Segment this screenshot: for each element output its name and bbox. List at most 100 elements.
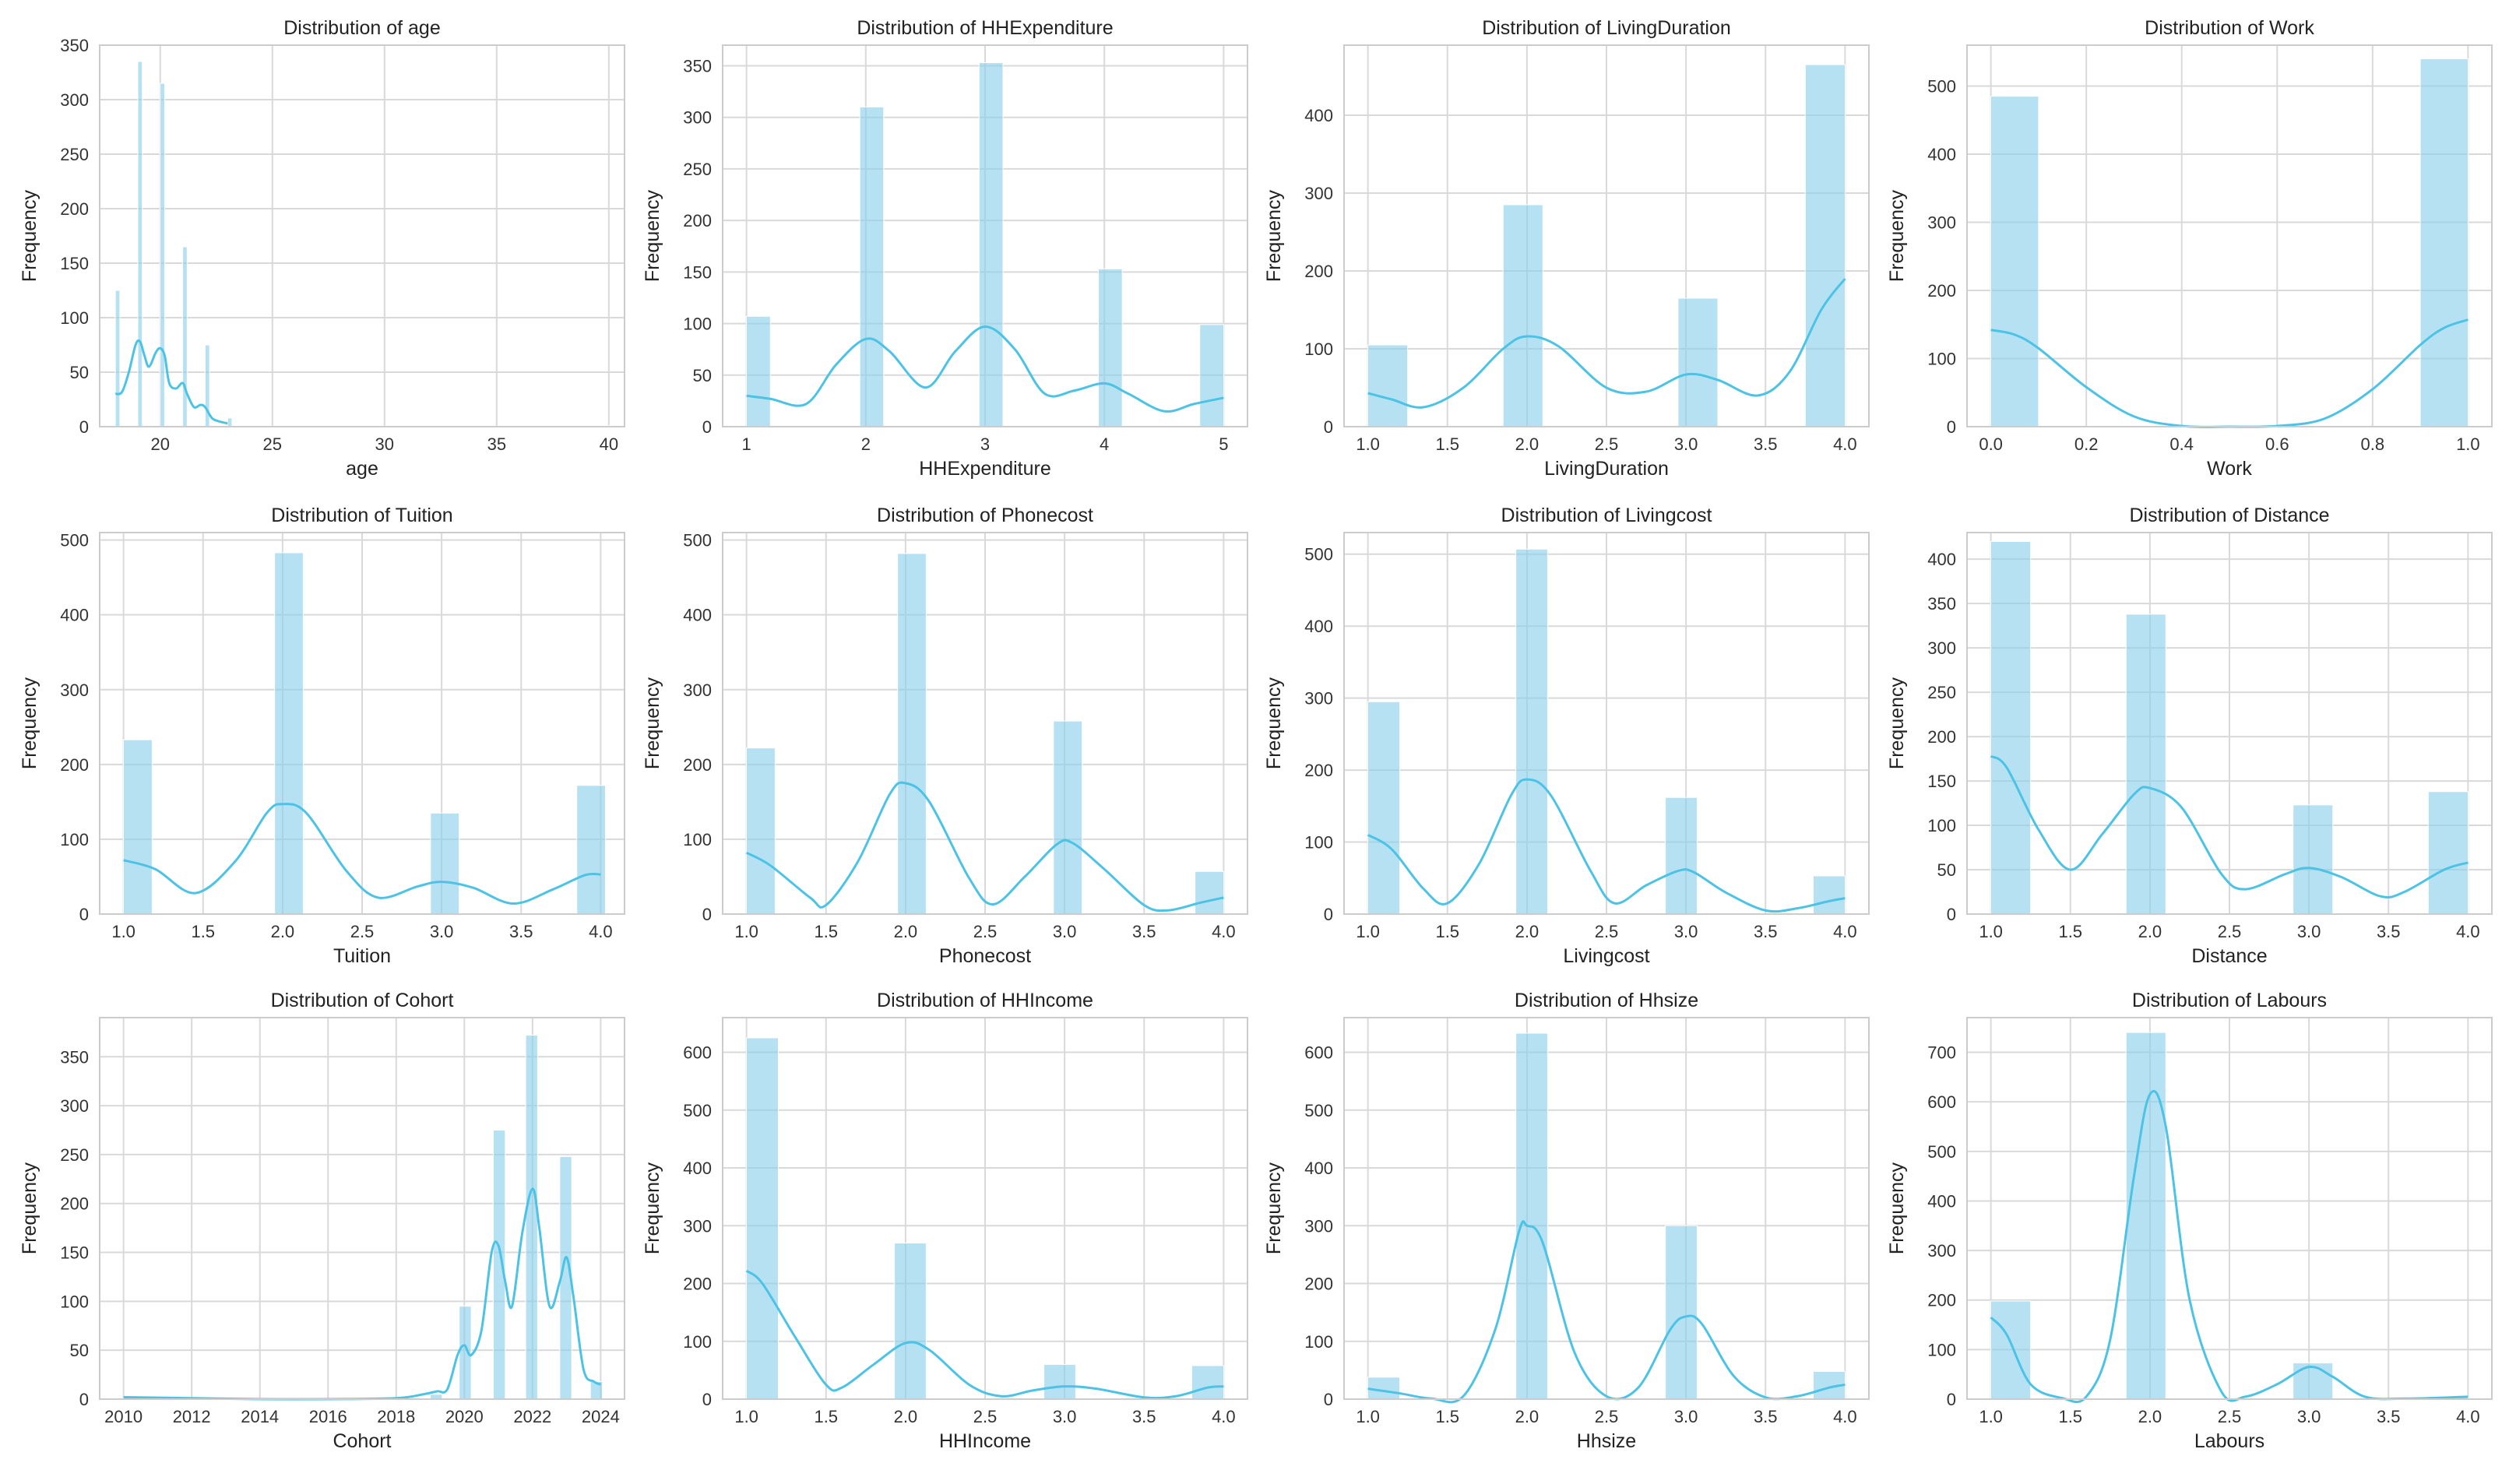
- x-tick-label: 2.5: [973, 922, 998, 941]
- x-tick-label: 2016: [309, 1407, 347, 1426]
- y-tick-label: 100: [60, 308, 89, 328]
- x-tick-label: 4: [1100, 434, 1109, 454]
- x-tick-label: 4.0: [1212, 922, 1236, 941]
- x-tick-label: 1.5: [1435, 434, 1459, 454]
- x-tick-label: 1.5: [814, 922, 838, 941]
- x-tick-label: 35: [487, 434, 506, 454]
- histogram-bar: [576, 785, 606, 915]
- y-tick-label: 400: [1927, 550, 1956, 569]
- x-tick-label: 40: [600, 434, 618, 454]
- histogram-bar: [1665, 1225, 1698, 1400]
- y-tick-label: 300: [1927, 1241, 1956, 1261]
- y-tick-label: 250: [1927, 683, 1956, 702]
- plot-frame: [722, 532, 1248, 915]
- histogram-bar: [897, 553, 927, 915]
- y-tick-label: 250: [60, 1145, 89, 1165]
- histogram-bar: [859, 106, 885, 427]
- histogram-bar: [1804, 64, 1846, 427]
- chart-title: Distribution of age: [283, 17, 441, 39]
- y-axis-label: Frequency: [1886, 677, 1908, 769]
- x-tick-label: 2.0: [894, 1407, 918, 1426]
- y-axis-label: Frequency: [1263, 1162, 1285, 1254]
- x-tick-label: 3.5: [509, 922, 533, 941]
- y-axis-label: Frequency: [1263, 189, 1285, 282]
- x-tick-label: 4.0: [2456, 1407, 2480, 1426]
- y-tick-label: 300: [60, 1096, 89, 1116]
- y-tick-label: 100: [1927, 816, 1956, 835]
- plot-frame: [99, 532, 625, 915]
- histogram-bar: [1677, 297, 1719, 427]
- y-tick-label: 0: [1947, 905, 1956, 924]
- x-axis-label: Phonecost: [939, 945, 1031, 967]
- y-tick-label: 300: [1927, 638, 1956, 658]
- y-axis-label: Frequency: [642, 677, 663, 769]
- y-tick-label: 300: [1304, 184, 1333, 203]
- histogram-bar: [1199, 324, 1224, 427]
- y-axis-label: Frequency: [1263, 677, 1285, 769]
- y-tick-label: 200: [1927, 1291, 1956, 1310]
- histogram-bar: [1043, 1363, 1076, 1400]
- y-tick-label: 200: [1304, 262, 1333, 281]
- kde-curve: [745, 1269, 1224, 1400]
- y-tick-label: 100: [1304, 833, 1333, 853]
- x-tick-label: 4.0: [1833, 434, 1857, 454]
- x-axis-label: Tuition: [333, 945, 391, 967]
- kde-curve: [1367, 778, 1846, 913]
- y-tick-label: 100: [683, 830, 712, 849]
- x-tick-label: 1.0: [1356, 922, 1380, 941]
- plot-frame: [722, 44, 1248, 427]
- y-tick-label: 350: [60, 36, 89, 55]
- x-tick-label: 3.0: [430, 922, 454, 941]
- x-tick-label: 1.0: [1356, 434, 1380, 454]
- x-tick-label: 2.5: [350, 922, 375, 941]
- histogram-bar: [746, 1037, 779, 1400]
- chart-title: Distribution of Labours: [2132, 990, 2327, 1011]
- x-tick-label: 3.5: [2377, 922, 2401, 941]
- histogram-bar: [2125, 1032, 2166, 1400]
- x-tick-label: 3.5: [1132, 922, 1156, 941]
- x-tick-label: 3.0: [1053, 1407, 1077, 1426]
- x-axis-label: HHIncome: [939, 1430, 1031, 1452]
- histogram-bar: [1367, 344, 1409, 427]
- x-tick-label: 2: [861, 434, 871, 454]
- y-axis-label: Frequency: [642, 189, 663, 282]
- y-tick-label: 100: [683, 315, 712, 334]
- x-tick-label: 3: [980, 434, 990, 454]
- y-tick-label: 0: [702, 1390, 712, 1409]
- y-tick-label: 150: [60, 254, 89, 273]
- y-tick-label: 300: [60, 680, 89, 700]
- x-tick-label: 0.6: [2265, 434, 2289, 454]
- y-axis-label: Frequency: [642, 1162, 663, 1254]
- histogram-bar: [1502, 204, 1543, 427]
- histogram-bar: [274, 552, 304, 915]
- chart-title: Distribution of Phonecost: [877, 505, 1093, 526]
- x-tick-label: 3.0: [1674, 434, 1698, 454]
- x-axis-label: age: [346, 458, 378, 480]
- y-tick-label: 0: [79, 1390, 89, 1409]
- chart-title: Distribution of Cohort: [271, 990, 454, 1011]
- x-tick-label: 2.5: [2218, 922, 2242, 941]
- chart-title: Distribution of HHIncome: [877, 990, 1093, 1011]
- y-tick-label: 200: [683, 1275, 712, 1294]
- y-axis-label: Frequency: [1886, 1162, 1908, 1254]
- y-tick-label: 50: [70, 363, 89, 382]
- y-tick-label: 0: [1947, 1390, 1956, 1409]
- y-tick-label: 150: [60, 1243, 89, 1263]
- y-tick-label: 0: [79, 905, 89, 924]
- plot-frame: [722, 1017, 1248, 1400]
- histogram-bar: [978, 62, 1004, 427]
- x-tick-label: 4.0: [589, 922, 613, 941]
- y-tick-label: 350: [683, 56, 712, 76]
- y-tick-label: 100: [683, 1332, 712, 1352]
- x-tick-label: 2.0: [271, 922, 295, 941]
- plot-frame: [1343, 44, 1870, 427]
- chart-title: Distribution of LivingDuration: [1482, 17, 1731, 39]
- histogram-bar: [746, 315, 771, 427]
- x-tick-label: 1.5: [1435, 1407, 1459, 1426]
- x-axis-label: HHExpenditure: [919, 458, 1051, 480]
- x-tick-label: 3.0: [1674, 922, 1698, 941]
